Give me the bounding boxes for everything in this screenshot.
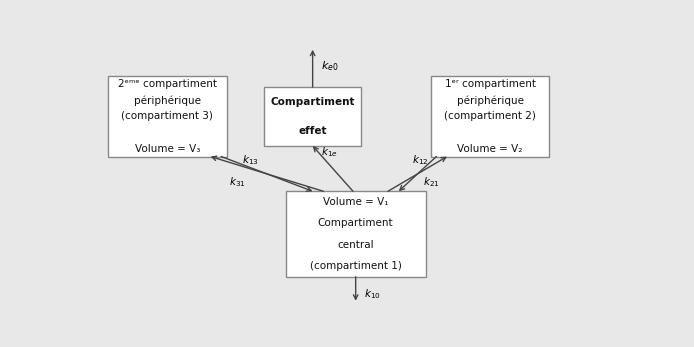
Text: périphérique: périphérique xyxy=(134,95,201,106)
FancyArrowPatch shape xyxy=(212,156,323,191)
Text: $k_{e0}$: $k_{e0}$ xyxy=(321,59,338,73)
Text: Volume = V₁: Volume = V₁ xyxy=(323,197,389,207)
Text: (compartiment 1): (compartiment 1) xyxy=(310,261,402,271)
Text: 2ᵉᵐᵉ compartiment: 2ᵉᵐᵉ compartiment xyxy=(118,79,217,90)
Text: $k_{12}$: $k_{12}$ xyxy=(412,154,429,168)
FancyArrowPatch shape xyxy=(221,156,311,191)
Text: périphérique: périphérique xyxy=(457,95,524,106)
FancyBboxPatch shape xyxy=(286,191,425,277)
FancyBboxPatch shape xyxy=(431,76,549,156)
Text: central: central xyxy=(337,240,374,250)
FancyArrowPatch shape xyxy=(314,147,353,191)
Text: Compartiment: Compartiment xyxy=(271,97,355,107)
FancyArrowPatch shape xyxy=(310,51,315,87)
FancyArrowPatch shape xyxy=(353,277,358,299)
Text: effet: effet xyxy=(298,126,327,136)
Text: Compartiment: Compartiment xyxy=(318,218,393,228)
Text: $k_{31}$: $k_{31}$ xyxy=(229,175,246,189)
Text: Volume = V₂: Volume = V₂ xyxy=(457,144,523,153)
Text: $k_{10}$: $k_{10}$ xyxy=(364,287,380,301)
Text: (compartiment 3): (compartiment 3) xyxy=(121,111,213,121)
Text: Volume = V₃: Volume = V₃ xyxy=(135,144,200,153)
Text: $k_{1e}$: $k_{1e}$ xyxy=(321,146,337,159)
FancyBboxPatch shape xyxy=(264,87,361,146)
Text: (compartiment 2): (compartiment 2) xyxy=(444,111,536,121)
Text: $k_{21}$: $k_{21}$ xyxy=(423,175,439,189)
FancyBboxPatch shape xyxy=(108,76,226,156)
FancyArrowPatch shape xyxy=(400,156,437,190)
Text: 1ᵉʳ compartiment: 1ᵉʳ compartiment xyxy=(445,79,536,90)
Text: $k_{13}$: $k_{13}$ xyxy=(242,154,259,168)
FancyArrowPatch shape xyxy=(388,157,446,191)
